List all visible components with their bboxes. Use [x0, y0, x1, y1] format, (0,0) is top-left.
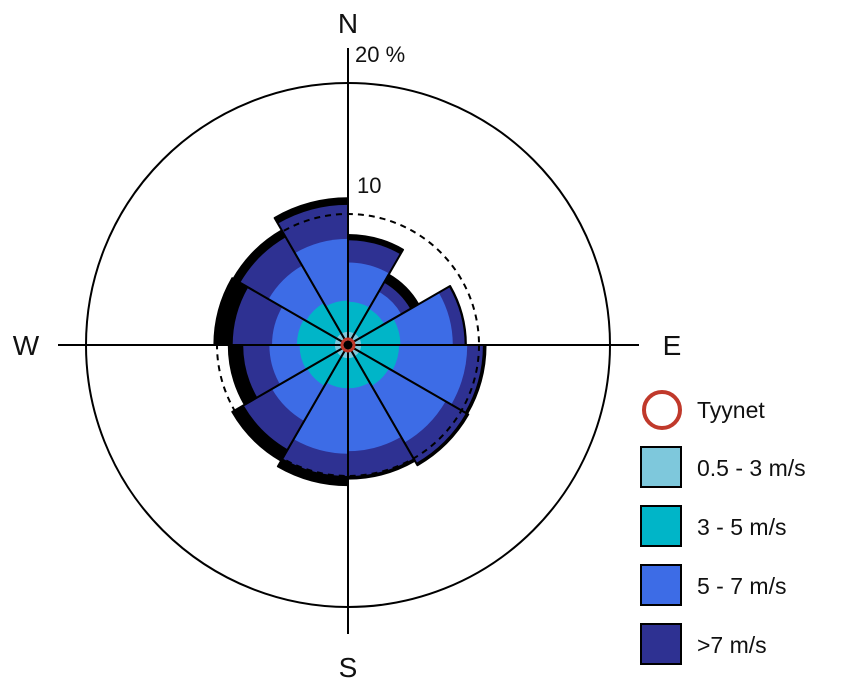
radial-tick-10: 10 [357, 173, 381, 198]
legend-item-calm: Tyynet [642, 390, 765, 430]
petal-ESE-0 [348, 345, 360, 357]
petal-SSW-1 [307, 345, 348, 386]
calm-legend-icon [642, 390, 682, 430]
legend-label-calm: Tyynet [697, 397, 765, 423]
legend-swatch-0 [640, 446, 682, 488]
legend-item-1: 3 - 5 m/s [640, 505, 786, 547]
legend-label-0: 0.5 - 3 m/s [697, 455, 806, 481]
legend-label-2: 5 - 7 m/s [697, 573, 786, 599]
petal-ESE-1 [348, 345, 389, 386]
petal-SSW-outline [231, 344, 349, 462]
north-label: N [338, 8, 358, 39]
petal-layer [213, 197, 487, 487]
legend: Tyynet 0.5 - 3 m/s 3 - 5 m/s 5 - 7 m/s >… [640, 390, 806, 665]
calm-layer [340, 337, 356, 353]
petal-WNW-0 [336, 333, 348, 345]
legend-label-1: 3 - 5 m/s [697, 514, 786, 540]
petal-WNW-1 [306, 303, 348, 345]
legend-swatch-1 [640, 505, 682, 547]
legend-item-0: 0.5 - 3 m/s [640, 446, 806, 488]
radial-tick-20: 20 % [355, 42, 405, 67]
legend-label-3: >7 m/s [697, 632, 767, 658]
axis-layer [58, 48, 639, 634]
east-label: E [663, 330, 682, 361]
west-label: W [13, 330, 40, 361]
legend-swatch-2 [640, 564, 682, 606]
south-label: S [339, 652, 358, 682]
legend-item-2: 5 - 7 m/s [640, 564, 786, 606]
legend-swatch-3 [640, 623, 682, 665]
legend-item-3: >7 m/s [640, 623, 767, 665]
petal-NNE-0 [348, 333, 360, 345]
calm-marker [340, 337, 356, 353]
petal-ESE-outline [347, 344, 470, 467]
petal-SSW-0 [336, 345, 348, 357]
